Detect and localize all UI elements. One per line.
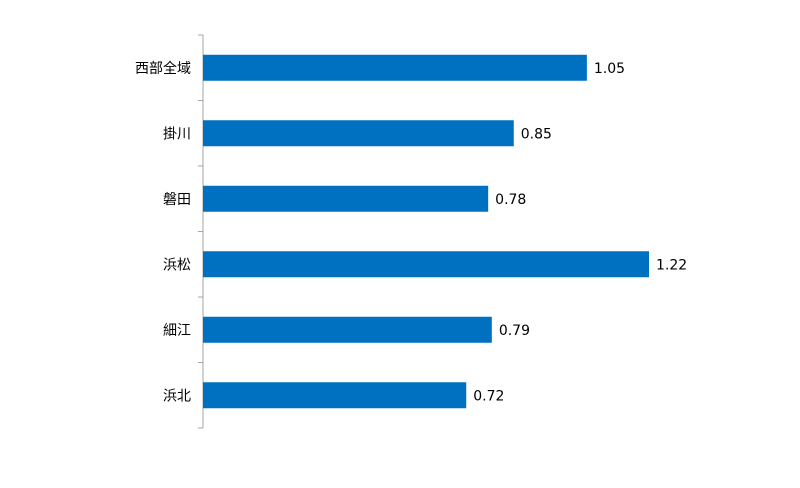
bar (203, 185, 489, 212)
y-tick-label: 浜北 (163, 388, 191, 404)
y-tick-label: 西部全域 (135, 60, 191, 77)
data-label: 1.05 (594, 61, 625, 77)
bar (203, 54, 587, 81)
y-tick-label: 浜松 (163, 257, 191, 273)
y-tick-label: 掛川 (163, 126, 191, 142)
data-label: 1.22 (656, 257, 687, 273)
bar (203, 316, 492, 343)
data-label: 0.79 (499, 323, 530, 339)
y-tick-label: 細江 (163, 323, 191, 339)
data-label: 0.78 (495, 192, 526, 208)
bar (203, 251, 650, 278)
bar (203, 120, 514, 147)
data-label: 0.72 (473, 388, 504, 404)
data-label: 0.85 (521, 126, 552, 142)
bar (203, 382, 467, 409)
y-tick-label: 磐田 (163, 192, 191, 208)
